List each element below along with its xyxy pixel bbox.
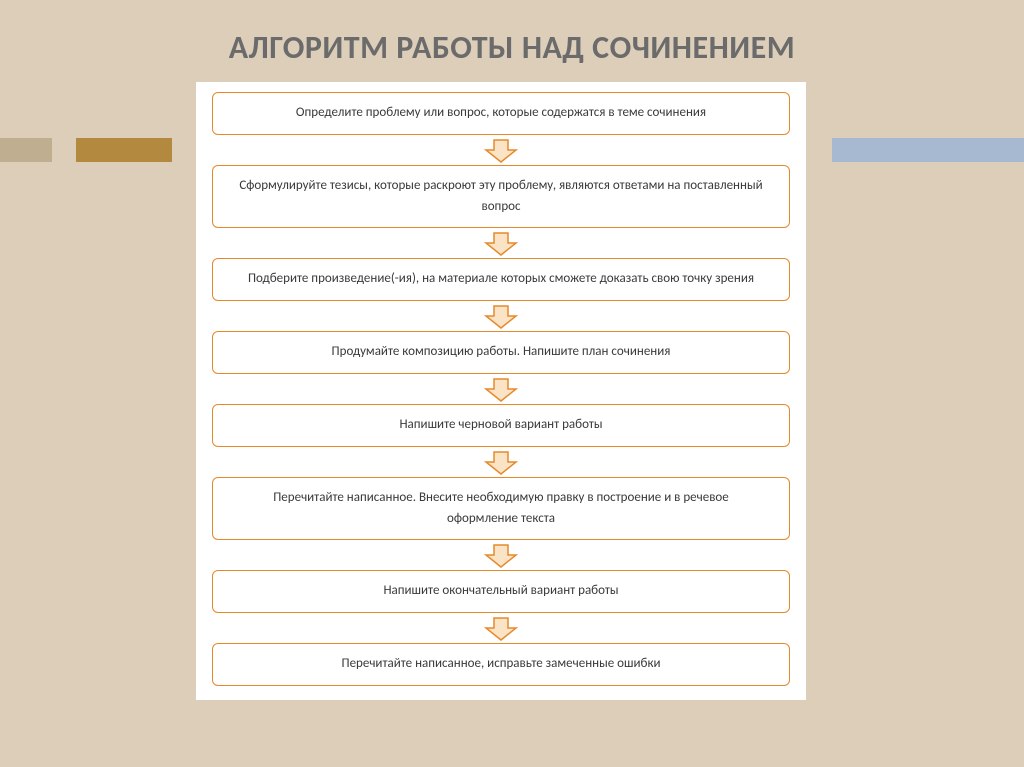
step-box: Продумайте композицию работы. Напишите п… [212, 331, 790, 374]
step-box: Напишите окончательный вариант работы [212, 570, 790, 613]
flow-container: Определите проблему или вопрос, которые … [196, 82, 806, 700]
arrow-icon [212, 135, 790, 165]
arrow-icon [212, 374, 790, 404]
arrow-icon [212, 447, 790, 477]
step-box: Подберите произведение(-ия), на материал… [212, 258, 790, 301]
step-box: Перечитайте написанное. Внесите необходи… [212, 477, 790, 541]
arrow-icon [212, 540, 790, 570]
step-box: Напишите черновой вариант работы [212, 404, 790, 447]
deco-bar-mid [76, 138, 172, 162]
step-box: Определите проблему или вопрос, которые … [212, 92, 790, 135]
arrow-icon [212, 613, 790, 643]
deco-bar-left [0, 138, 52, 162]
arrow-icon [212, 228, 790, 258]
step-box: Перечитайте написанное, исправьте замече… [212, 643, 790, 686]
deco-bar-right [832, 138, 1024, 162]
arrow-icon [212, 301, 790, 331]
step-box: Сформулируйте тезисы, которые раскроют э… [212, 165, 790, 229]
page-title: АЛГОРИТМ РАБОТЫ НАД СОЧИНЕНИЕМ [0, 0, 1024, 67]
